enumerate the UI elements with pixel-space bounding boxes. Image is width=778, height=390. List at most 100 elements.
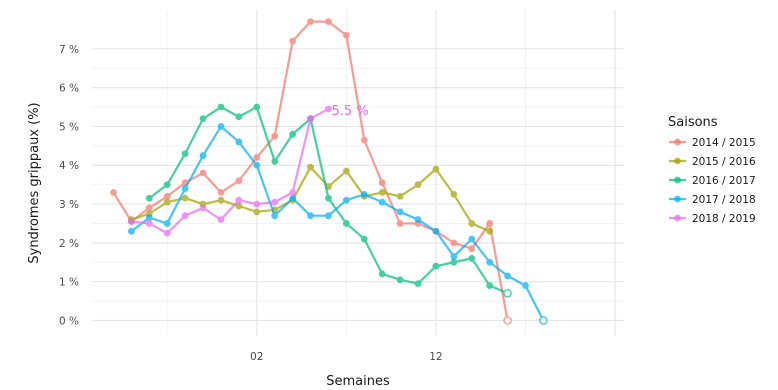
data-point (235, 113, 243, 121)
grid-minor (92, 10, 624, 336)
data-point (271, 198, 279, 206)
y-tick-label: 1 % (59, 277, 79, 289)
data-point (253, 103, 261, 111)
data-point (468, 245, 476, 253)
data-point (289, 189, 297, 196)
data-point (271, 157, 279, 165)
data-point (163, 181, 171, 189)
data-point (163, 229, 171, 237)
data-point (342, 167, 350, 175)
data-point (253, 154, 261, 161)
data-point (360, 190, 368, 198)
data-point (145, 194, 153, 202)
data-point (486, 227, 494, 235)
legend: Saisons 2014 / 2015 2015 / 2016 2016 / 201… (668, 115, 756, 225)
data-point (432, 227, 440, 235)
data-point-end (539, 316, 548, 325)
data-point (360, 136, 368, 144)
legend-label: 2015 / 2016 (692, 156, 756, 168)
data-point (289, 130, 297, 138)
data-point (378, 179, 386, 187)
series-layer (110, 18, 548, 325)
data-point (486, 258, 494, 266)
data-point (235, 196, 243, 204)
data-point (307, 212, 314, 220)
data-point (271, 212, 279, 220)
data-point (307, 18, 314, 26)
x-tick-label: 02 (250, 351, 263, 363)
legend-item: 2015 / 2016 (669, 156, 756, 168)
data-point (145, 204, 153, 212)
legend-key-point (674, 195, 681, 203)
data-point (128, 227, 135, 235)
data-point (378, 198, 386, 206)
data-point (414, 280, 422, 288)
data-point (396, 276, 404, 284)
data-point (486, 282, 494, 289)
data-point (217, 103, 225, 111)
data-point (468, 220, 476, 227)
data-point (468, 235, 476, 243)
legend-label: 2017 / 2018 (692, 194, 756, 206)
data-point (145, 214, 153, 222)
data-point-end (503, 316, 512, 325)
legend-title: Saisons (668, 115, 718, 130)
legend-key-point (674, 138, 681, 146)
y-tick-labels: 0 % 1 % 2 % 3 % 4 % 5 % 6 % 7 % (59, 44, 79, 328)
data-point (414, 216, 422, 223)
series-5 (128, 105, 332, 237)
data-point (414, 181, 422, 189)
data-point (217, 216, 225, 223)
y-tick-label: 2 % (59, 238, 79, 250)
data-point (253, 208, 261, 216)
data-point (325, 18, 332, 26)
legend-label: 2014 / 2015 (692, 137, 756, 149)
y-tick-label: 3 % (59, 199, 79, 211)
data-point (432, 165, 440, 173)
data-point (199, 152, 207, 159)
y-tick-label: 6 % (59, 83, 79, 95)
data-point (181, 185, 189, 192)
data-point (235, 138, 243, 146)
data-point (163, 192, 171, 200)
data-point (289, 37, 297, 45)
y-tick-label: 7 % (59, 44, 79, 56)
data-point (235, 202, 243, 210)
data-point (450, 258, 458, 266)
data-point (217, 189, 225, 196)
data-point (289, 194, 297, 202)
data-point (217, 196, 225, 204)
data-point (486, 220, 494, 227)
data-point (396, 208, 404, 216)
data-point (128, 218, 135, 225)
legend-key-point (674, 157, 681, 165)
data-point (253, 161, 261, 169)
data-point (468, 254, 476, 262)
data-point (325, 212, 332, 220)
legend-item: 2014 / 2015 (669, 137, 756, 149)
legend-item: 2016 / 2017 (669, 175, 756, 187)
series-line (130, 125, 545, 321)
data-point (145, 220, 153, 227)
legend-label: 2016 / 2017 (692, 175, 756, 187)
data-point (450, 190, 458, 198)
data-point-end (503, 289, 512, 298)
data-point (450, 253, 458, 260)
data-point (163, 220, 171, 227)
legend-key-point (674, 214, 681, 222)
data-point (253, 200, 261, 208)
series-4 (128, 123, 548, 325)
data-point (450, 239, 458, 247)
x-axis-title: Semaines (326, 374, 390, 389)
data-point (504, 272, 511, 280)
series-line (112, 20, 509, 321)
data-point (235, 177, 243, 185)
grid-major (92, 10, 624, 336)
data-point (271, 132, 279, 140)
data-point (342, 220, 350, 227)
data-point (396, 220, 404, 227)
data-point (522, 282, 529, 289)
data-point (342, 31, 350, 39)
data-point (199, 169, 207, 177)
legend-item: 2018 / 2019 (669, 213, 756, 225)
